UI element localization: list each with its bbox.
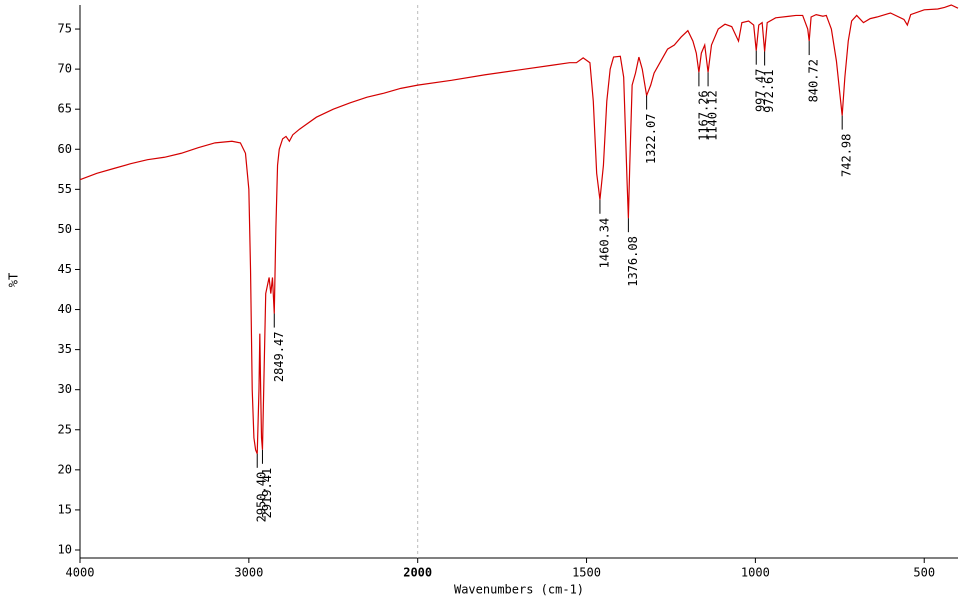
- peak-label: 997.47: [754, 69, 768, 112]
- x-tick-label: 3000: [234, 566, 263, 580]
- peak-label: 1322.07: [644, 114, 658, 165]
- x-axis-title: Wavenumbers (cm-1): [454, 583, 584, 597]
- peak-label: 972.61: [762, 69, 776, 112]
- x-tick-label: 1500: [572, 566, 601, 580]
- x-tick-label: 4000: [66, 566, 95, 580]
- y-tick-label: 30: [58, 382, 72, 396]
- y-tick-label: 10: [58, 542, 72, 556]
- x-tick-label: 500: [913, 566, 935, 580]
- y-tick-label: 40: [58, 302, 72, 316]
- peak-label: 742.98: [840, 134, 854, 177]
- peak-label: 2919.41: [260, 468, 274, 519]
- peak-label: 1167.26: [696, 90, 710, 141]
- y-tick-label: 70: [58, 62, 72, 76]
- y-tick-label: 65: [58, 102, 72, 116]
- peak-label: 1460.34: [597, 218, 611, 269]
- peak-label: 2849.47: [272, 332, 286, 383]
- peak-label: 840.72: [807, 59, 821, 102]
- x-tick-label: 1000: [741, 566, 770, 580]
- y-tick-label: 45: [58, 262, 72, 276]
- y-tick-label: 55: [58, 182, 72, 196]
- y-tick-label: 15: [58, 502, 72, 516]
- peak-label: 1376.08: [626, 236, 640, 287]
- peak-label: 2950.40: [255, 472, 269, 523]
- peak-label: 1140.12: [706, 90, 720, 141]
- y-axis-title: %T: [7, 273, 21, 287]
- x-tick-label: 2000: [403, 566, 432, 580]
- spectrum-line: [79, 4, 959, 455]
- y-tick-label: 20: [58, 462, 72, 476]
- y-tick-label: 75: [58, 22, 72, 36]
- y-tick-label: 60: [58, 142, 72, 156]
- y-tick-label: 50: [58, 222, 72, 236]
- y-tick-label: 25: [58, 422, 72, 436]
- y-tick-label: 35: [58, 342, 72, 356]
